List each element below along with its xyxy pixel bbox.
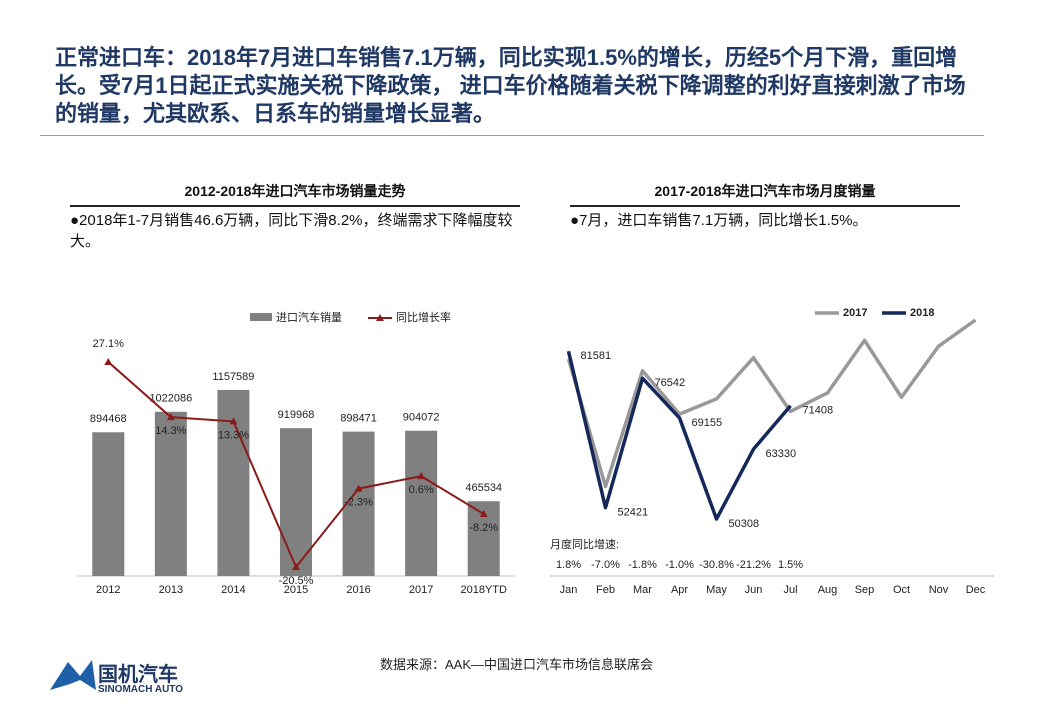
line-label: 0.6%	[409, 484, 434, 496]
legend-swatch	[376, 314, 384, 321]
x-tick-label: 2012	[96, 584, 120, 596]
chart-note: ●2018年1-7月销售46.6万辆，同比下滑8.2%，终端需求下降幅度较大。	[70, 212, 513, 250]
bar-label: 894468	[90, 413, 127, 425]
x-tick-label: Jul	[783, 584, 797, 596]
logo-subtitle: SINOMACH AUTO	[98, 684, 183, 695]
line-marker	[104, 358, 113, 365]
line-label: -8.2%	[469, 522, 498, 534]
legend-swatch	[250, 313, 272, 321]
x-tick-label: Nov	[929, 584, 949, 596]
growth-label: -21.2%	[736, 559, 771, 571]
bar	[405, 430, 438, 576]
bar-label: 1022086	[149, 393, 192, 405]
x-tick-label: 2018YTD	[460, 584, 507, 596]
legend-label: 2018	[910, 307, 934, 319]
x-tick-label: 2016	[346, 584, 370, 596]
line	[566, 318, 977, 489]
x-tick-label: Dec	[966, 584, 986, 596]
bar-label: 898471	[340, 413, 377, 425]
x-tick-label: Jun	[745, 584, 763, 596]
headline: 正常进口车：2018年7月进口车销售7.1万辆，同比实现1.5%的增长，历经5个…	[55, 45, 966, 126]
bar-label: 919968	[278, 409, 315, 421]
growth-label: -1.8%	[628, 559, 657, 571]
line-marker	[479, 510, 488, 518]
x-tick-label: Aug	[818, 584, 838, 596]
data-label: 50308	[729, 518, 760, 530]
line-label: 14.3%	[155, 425, 186, 437]
x-tick-label: Jan	[560, 584, 578, 596]
growth-label: -1.0%	[665, 559, 694, 571]
chart-title: 2012-2018年进口汽车市场销量走势	[184, 183, 406, 199]
legend-label: 同比增长率	[396, 310, 451, 324]
bar	[154, 411, 187, 576]
x-tick-label: 2017	[409, 584, 433, 596]
line-marker	[354, 484, 363, 492]
x-tick-label: Mar	[633, 584, 652, 596]
line-marker	[292, 563, 300, 570]
data-label: 63330	[766, 448, 797, 460]
title-rule	[570, 205, 960, 207]
title-rule	[70, 205, 520, 207]
x-tick-label: 2013	[159, 584, 183, 596]
x-tick-label: Oct	[893, 584, 910, 596]
line-label: 13.3%	[218, 429, 249, 441]
line-label: 27.1%	[93, 338, 124, 350]
chart-note: ●7月，进口车销售7.1万辆，同比增长1.5%。	[570, 212, 868, 229]
legend-label: 进口汽车销量	[276, 310, 342, 324]
growth-label: -7.0%	[591, 559, 620, 571]
data-label: 52421	[618, 507, 649, 519]
bar	[280, 428, 312, 576]
source: 数据来源：AAK—中国进口汽车市场信息联席会	[380, 657, 654, 672]
data-label: 71408	[803, 405, 834, 417]
data-label: 81581	[581, 350, 612, 362]
line	[566, 350, 792, 521]
x-tick-label: Apr	[671, 584, 688, 596]
x-tick-label: Feb	[596, 584, 615, 596]
data-label: 76542	[655, 377, 686, 389]
growth-label: -30.8%	[699, 559, 734, 571]
bar	[92, 432, 125, 576]
line-label: -20.5%	[279, 575, 314, 587]
x-tick-label: 2014	[221, 584, 245, 596]
data-label: 69155	[692, 417, 723, 429]
x-tick-label: 2015	[284, 584, 308, 596]
bar-label: 904072	[403, 412, 440, 424]
x-tick-label: May	[706, 584, 727, 596]
bar-label: 465534	[465, 482, 502, 494]
growth-label: 1.5%	[778, 559, 803, 571]
growth-title: 月度同比增速:	[550, 537, 619, 551]
line-marker	[417, 472, 426, 480]
x-tick-label: Sep	[855, 584, 875, 596]
line-marker	[229, 417, 238, 425]
bar-label: 1157589	[212, 371, 254, 383]
logo-name: 国机汽车	[98, 664, 178, 686]
growth-label: 1.8%	[556, 559, 581, 571]
line-label: -2.3%	[344, 497, 373, 509]
bar	[342, 431, 375, 576]
divider	[40, 135, 984, 136]
logo-mark	[50, 660, 96, 690]
line-marker	[166, 413, 175, 421]
chart-title: 2017-2018年进口汽车市场月度销量	[654, 183, 876, 199]
legend-label: 2017	[843, 307, 867, 319]
